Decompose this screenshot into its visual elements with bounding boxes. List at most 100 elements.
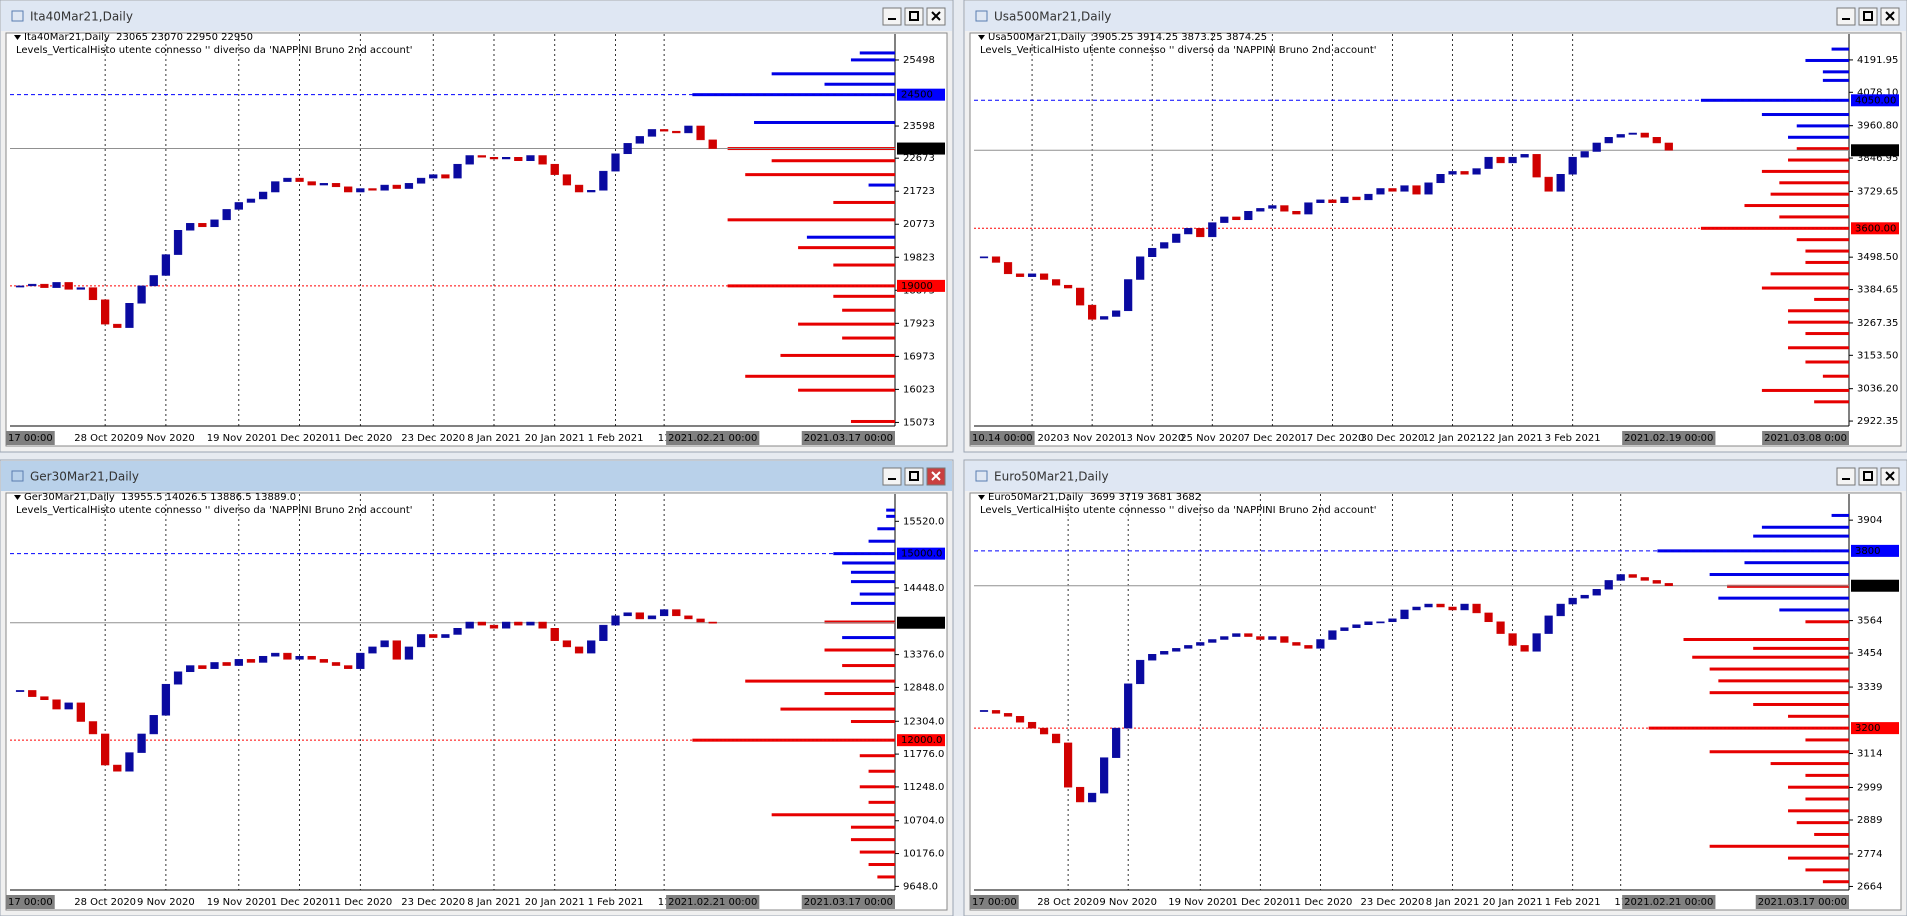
x-tick-label: 1 Feb 2021	[588, 433, 644, 444]
cursor-date-box	[1622, 895, 1716, 909]
candle	[1292, 210, 1301, 215]
minimize-button[interactable]	[1836, 467, 1856, 486]
histogram-bar	[833, 200, 895, 204]
x-tick-label: 1 Dec 2020	[271, 433, 329, 444]
maximize-button[interactable]	[1858, 7, 1878, 26]
x-tick-label: 23 Dec 2020	[1361, 897, 1425, 908]
minimize-button[interactable]	[882, 467, 902, 486]
candle	[222, 662, 231, 666]
candle	[1015, 716, 1025, 723]
y-tick-label: 16023	[903, 384, 935, 395]
candle	[441, 634, 450, 638]
candle	[344, 665, 353, 669]
histogram-bar	[1683, 637, 1849, 641]
histogram-bar	[833, 294, 895, 298]
histogram-bar	[771, 813, 895, 817]
cursor-date: 2021.02.21 00:00	[668, 897, 757, 908]
x-tick-label: 28 Oct 2020	[1037, 897, 1099, 908]
y-tick-label: 15520.0	[903, 516, 944, 527]
candle	[587, 640, 596, 654]
candle	[562, 174, 572, 186]
y-tick-label: 15073	[903, 417, 935, 428]
minimize-button[interactable]	[882, 7, 902, 26]
candle	[1304, 202, 1313, 215]
maximize-button[interactable]	[904, 467, 924, 486]
start-date-box	[6, 431, 55, 445]
candle	[1352, 624, 1361, 628]
candle	[979, 256, 989, 259]
candle	[1592, 142, 1601, 152]
candle	[1220, 216, 1229, 223]
button-glyph	[1863, 471, 1873, 481]
button-glyph	[1885, 471, 1895, 481]
candle	[1184, 228, 1193, 235]
candle	[149, 275, 158, 287]
y-tick-label: 2922.35	[1857, 416, 1898, 427]
minimize-button[interactable]	[1836, 7, 1856, 26]
candle	[1652, 137, 1661, 144]
candle	[1556, 174, 1565, 192]
end-date-box	[1755, 895, 1849, 909]
chart-area	[969, 32, 1902, 447]
candle	[1388, 188, 1397, 192]
histogram-bar	[754, 120, 895, 124]
candle	[1148, 654, 1157, 661]
candle	[1364, 621, 1373, 625]
candle	[246, 198, 256, 203]
chart-window: Ita40Mar21,Daily Ita40Mar21,Daily 23065 2…	[0, 0, 954, 453]
maximize-button[interactable]	[904, 7, 924, 26]
y-tick-label: 17923	[903, 318, 935, 329]
level-label-box	[897, 279, 945, 292]
candle	[1628, 574, 1637, 578]
title-bar	[1, 461, 952, 491]
candle	[979, 710, 989, 712]
candle	[198, 665, 207, 669]
level-label-box	[1851, 579, 1899, 592]
x-tick-label: 11	[1614, 897, 1627, 908]
header-arrow	[978, 35, 985, 40]
candle	[1532, 154, 1541, 178]
candle	[599, 624, 608, 641]
histogram-bar	[850, 601, 895, 605]
candle	[344, 186, 353, 193]
candle	[100, 299, 110, 325]
histogram-bar	[1805, 249, 1849, 253]
candle	[40, 696, 49, 701]
x-tick-label: 19 Nov 2020	[207, 433, 271, 444]
candle	[429, 634, 438, 638]
candle	[708, 139, 717, 149]
candle	[76, 702, 85, 722]
histogram-bar	[1822, 70, 1849, 74]
histogram-bar	[842, 636, 895, 640]
candle	[52, 282, 61, 288]
candle	[1280, 636, 1289, 643]
x-tick-label: 3 Feb 2021	[1545, 433, 1601, 444]
y-tick-label: 12304.0	[903, 716, 944, 727]
histogram-bar	[1831, 513, 1849, 517]
candle	[1508, 156, 1517, 164]
candle	[477, 621, 486, 626]
x-tick-label: 8 Jan 2021	[1426, 897, 1480, 908]
x-tick-label: 1 Feb 2021	[1545, 897, 1601, 908]
candle	[210, 219, 219, 228]
maximize-button[interactable]	[1858, 467, 1878, 486]
chart-header: Ita40Mar21,Daily 23065 23070 22950 22950	[24, 32, 253, 43]
candle	[295, 177, 304, 182]
end-date-box	[801, 895, 895, 909]
candle	[380, 640, 389, 648]
cursor-date: 2021.02.21 00:00	[1624, 897, 1713, 908]
candle	[635, 136, 644, 144]
candle	[173, 230, 183, 255]
candle	[1448, 606, 1457, 611]
candle	[453, 628, 462, 635]
candle	[696, 618, 705, 623]
histogram-bar	[824, 648, 895, 652]
candle	[647, 615, 657, 620]
level-label-box	[1851, 144, 1899, 157]
y-tick-label: 2774	[1857, 849, 1882, 860]
candle	[1148, 247, 1157, 257]
histogram-bar	[1727, 584, 1849, 588]
histogram-bar	[1744, 561, 1849, 565]
histogram-bar	[859, 850, 895, 854]
